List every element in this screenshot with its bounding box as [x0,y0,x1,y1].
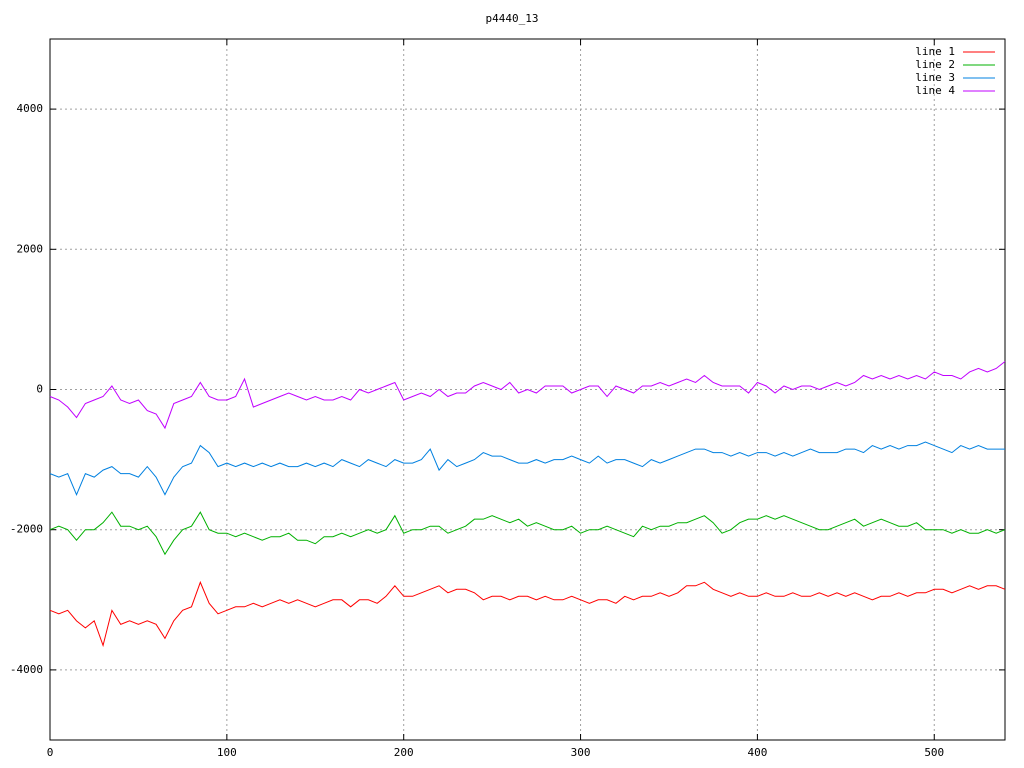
x-tick-label: 200 [394,746,414,759]
x-tick-label: 500 [924,746,944,759]
y-tick-label: 4000 [17,102,44,115]
plot-border [49,38,1006,741]
x-tick-label: 300 [571,746,591,759]
chart-title: p4440_13 [486,12,539,25]
data-line [49,511,1006,556]
y-tick-label: -2000 [10,523,43,536]
legend-label: line 1 [915,45,955,58]
legend-label: line 4 [915,84,955,97]
x-tick-label: 0 [47,746,54,759]
y-tick-label: 2000 [17,242,44,255]
data-line [49,361,1006,430]
y-tick-label: -4000 [10,663,43,676]
data-line [49,580,1006,648]
x-tick-label: 400 [747,746,767,759]
legend-label: line 3 [915,71,955,84]
y-tick-label: 0 [36,383,43,396]
data-line [49,441,1005,496]
legend-label: line 2 [915,58,955,71]
x-tick-label: 100 [217,746,237,759]
